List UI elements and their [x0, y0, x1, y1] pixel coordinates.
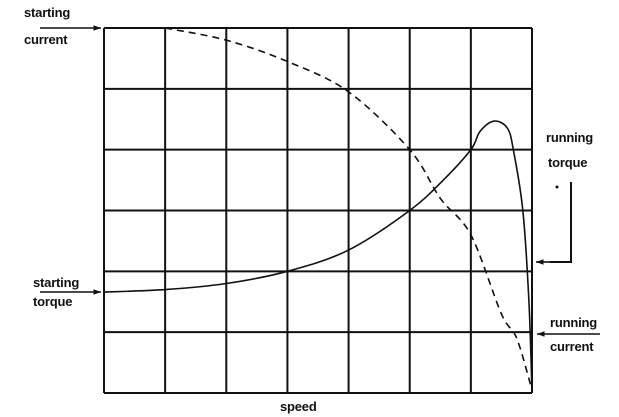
- running-torque-label-2: torque: [548, 155, 588, 170]
- running-current-label-1: running: [550, 315, 597, 330]
- running-torque-bracket: [550, 182, 572, 263]
- starting-current-arrowhead: [93, 25, 101, 31]
- torque-curve: [103, 120, 533, 394]
- starting-torque-label-1: starting: [33, 275, 80, 290]
- running-torque-arrowhead: [536, 259, 544, 265]
- starting-torque-arrowhead: [93, 289, 101, 295]
- current-curve: [164, 27, 533, 391]
- stray-dot: [555, 185, 559, 189]
- starting-current-label-1: starting: [24, 5, 71, 20]
- running-current-arrowhead: [537, 331, 545, 337]
- starting-current-label-2: current: [24, 32, 68, 47]
- running-torque-label-1: running: [546, 130, 593, 145]
- x-axis-label: speed: [280, 399, 317, 414]
- running-current-label-2: current: [550, 339, 594, 354]
- starting-torque-label-2: torque: [33, 294, 73, 309]
